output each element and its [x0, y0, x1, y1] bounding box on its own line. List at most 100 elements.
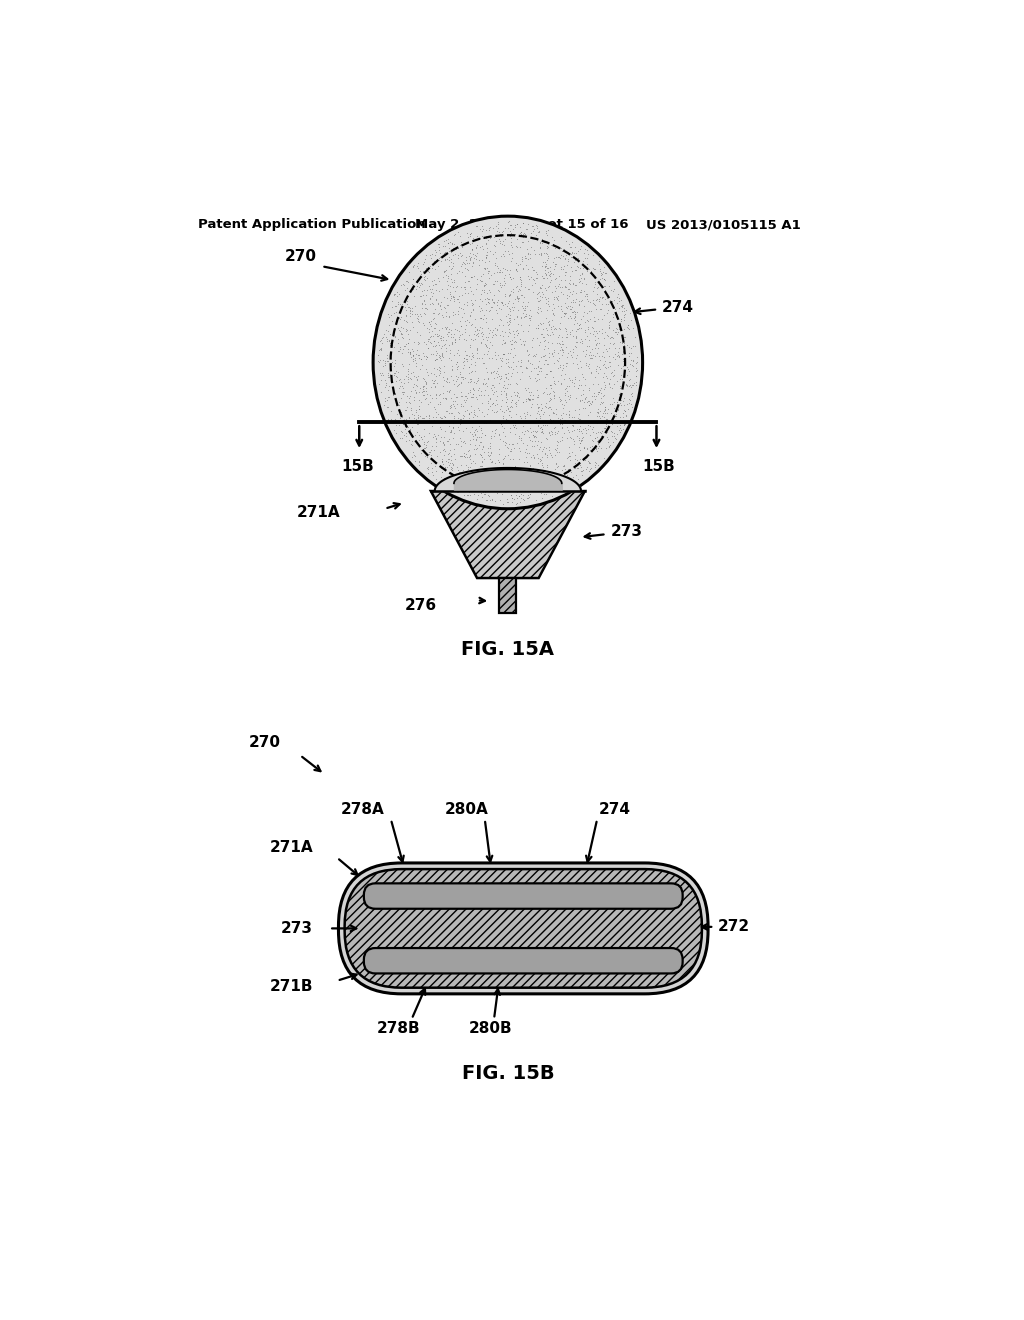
Point — [427, 399, 443, 420]
Point — [455, 261, 471, 282]
Point — [391, 428, 408, 449]
Point — [451, 482, 467, 503]
Point — [559, 347, 575, 368]
Point — [485, 362, 502, 383]
Point — [445, 269, 462, 290]
Point — [607, 405, 624, 426]
Point — [416, 267, 432, 288]
Point — [510, 255, 526, 276]
Point — [419, 362, 435, 383]
Point — [537, 330, 553, 351]
Point — [542, 375, 558, 396]
Point — [545, 403, 561, 424]
Point — [538, 223, 554, 244]
Point — [567, 325, 584, 346]
Point — [561, 321, 578, 342]
Point — [446, 374, 463, 395]
Point — [550, 286, 566, 308]
Point — [563, 292, 580, 313]
Point — [497, 445, 513, 466]
Point — [574, 397, 591, 418]
Point — [498, 400, 514, 421]
Point — [408, 409, 424, 430]
Point — [473, 455, 489, 477]
Point — [572, 309, 589, 330]
Point — [588, 453, 604, 474]
Point — [462, 421, 478, 442]
Point — [550, 247, 566, 268]
Point — [393, 317, 410, 338]
Point — [579, 253, 595, 275]
Point — [374, 329, 390, 350]
Point — [463, 459, 479, 480]
Point — [404, 268, 421, 289]
Point — [494, 309, 510, 330]
Point — [408, 381, 424, 403]
Point — [444, 238, 461, 259]
Point — [441, 433, 458, 454]
Point — [623, 393, 639, 414]
Polygon shape — [431, 491, 585, 578]
Point — [503, 438, 519, 459]
Point — [397, 335, 414, 356]
Point — [577, 296, 593, 317]
Point — [629, 359, 645, 380]
Point — [473, 432, 489, 453]
Point — [589, 284, 605, 305]
Point — [538, 318, 554, 339]
Point — [417, 304, 433, 325]
Point — [521, 388, 538, 409]
Point — [418, 348, 434, 370]
Point — [579, 446, 595, 467]
Point — [439, 228, 456, 249]
Point — [598, 416, 614, 437]
Point — [580, 355, 596, 376]
Point — [526, 368, 543, 389]
Point — [506, 326, 522, 347]
Point — [423, 376, 439, 397]
Point — [519, 487, 536, 508]
Point — [509, 385, 525, 407]
Point — [621, 359, 637, 380]
Point — [373, 370, 389, 391]
Point — [527, 227, 544, 248]
Point — [582, 354, 598, 375]
Point — [585, 289, 601, 310]
Point — [397, 297, 414, 318]
Point — [547, 374, 563, 395]
Point — [428, 469, 444, 490]
Point — [592, 380, 608, 401]
Point — [467, 466, 483, 487]
Point — [529, 467, 546, 488]
Point — [519, 242, 536, 263]
Point — [479, 466, 496, 487]
Point — [467, 425, 483, 446]
Point — [598, 437, 614, 458]
Point — [571, 313, 588, 334]
Point — [474, 271, 490, 292]
Point — [571, 430, 588, 451]
Point — [418, 374, 434, 395]
Point — [511, 387, 527, 408]
Point — [478, 312, 495, 333]
Point — [538, 483, 554, 504]
Point — [510, 313, 526, 334]
Point — [493, 298, 509, 319]
Point — [485, 325, 502, 346]
Point — [501, 318, 517, 339]
Point — [588, 298, 604, 319]
Point — [572, 430, 589, 451]
Point — [538, 428, 554, 449]
Point — [528, 407, 545, 428]
Point — [435, 335, 452, 356]
Point — [445, 405, 462, 426]
Point — [559, 375, 575, 396]
Point — [568, 288, 585, 309]
Point — [542, 388, 558, 409]
Point — [472, 288, 488, 309]
Point — [474, 422, 490, 444]
Point — [587, 273, 603, 294]
Point — [417, 376, 433, 397]
Point — [553, 479, 569, 500]
Point — [541, 346, 557, 367]
